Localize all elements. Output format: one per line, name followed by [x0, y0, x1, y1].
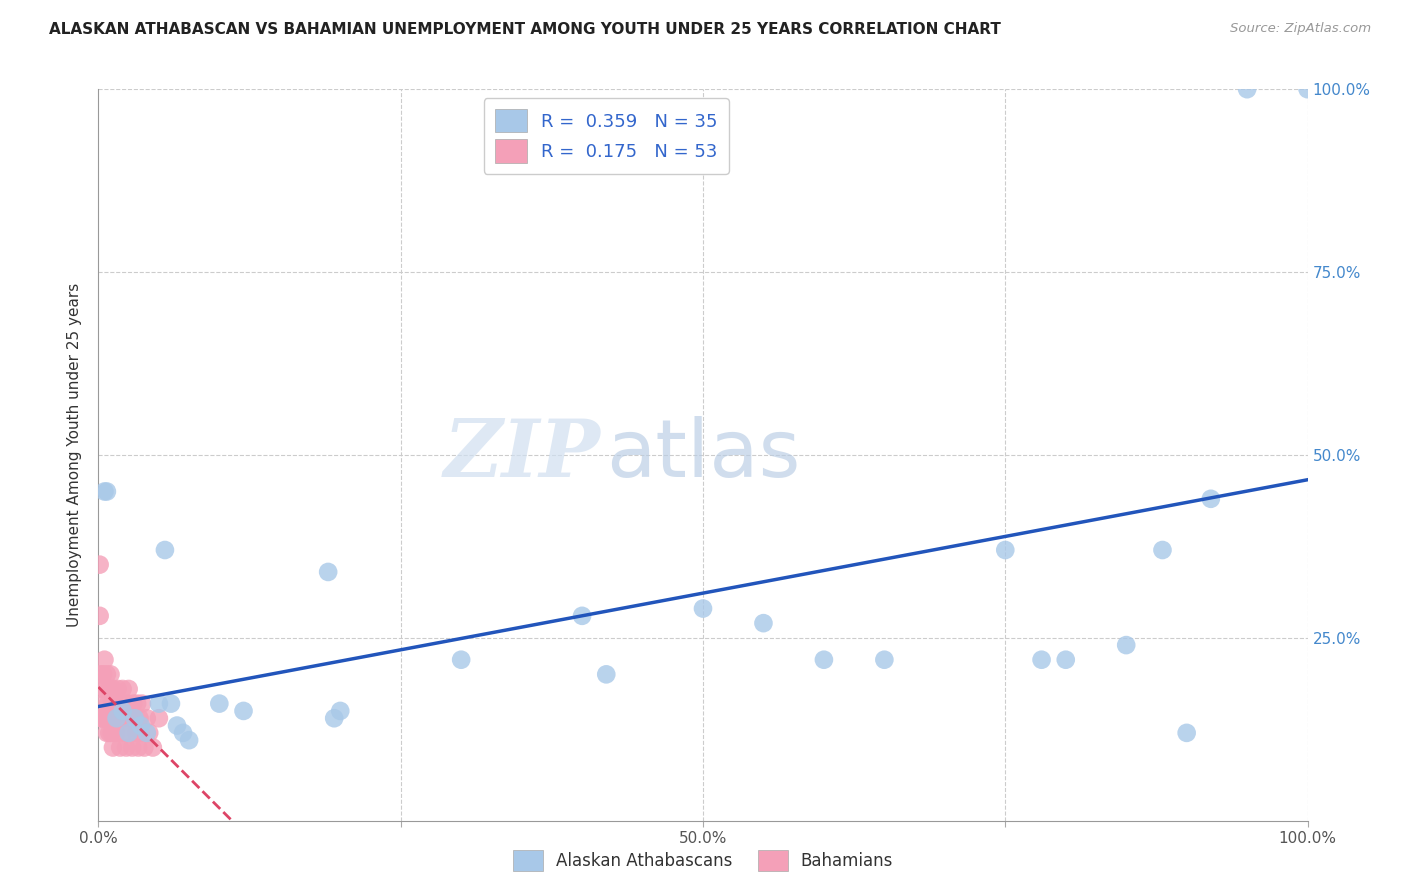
Point	[122, 697, 145, 711]
Point	[89, 608, 111, 623]
Point	[111, 681, 134, 696]
Point	[101, 681, 124, 696]
Point	[111, 704, 134, 718]
Point	[89, 558, 111, 572]
Point	[118, 726, 141, 740]
Point	[595, 667, 617, 681]
Point	[127, 740, 149, 755]
Point	[131, 697, 153, 711]
Point	[97, 711, 120, 725]
Point	[91, 667, 114, 681]
Point	[125, 726, 148, 740]
Point	[91, 681, 114, 696]
Point	[571, 608, 593, 623]
Point	[96, 726, 118, 740]
Point	[108, 711, 131, 725]
Point	[96, 667, 118, 681]
Point	[91, 711, 114, 725]
Point	[1236, 82, 1258, 96]
Point	[96, 484, 118, 499]
Point	[1199, 491, 1222, 506]
Point	[100, 726, 122, 740]
Point	[120, 711, 142, 725]
Y-axis label: Unemployment Among Youth under 25 years: Unemployment Among Youth under 25 years	[67, 283, 83, 627]
Point	[1296, 82, 1319, 96]
Point	[153, 543, 176, 558]
Point	[101, 740, 124, 755]
Legend: Alaskan Athabascans, Bahamians: Alaskan Athabascans, Bahamians	[506, 844, 900, 878]
Point	[138, 726, 160, 740]
Point	[110, 697, 132, 711]
Text: ZIP: ZIP	[443, 417, 600, 493]
Point	[1115, 638, 1137, 652]
Point	[135, 711, 157, 725]
Point	[124, 711, 146, 725]
Point	[118, 726, 141, 740]
Point	[450, 653, 472, 667]
Point	[142, 740, 165, 755]
Point	[118, 681, 141, 696]
Point	[94, 681, 117, 696]
Point	[1054, 653, 1077, 667]
Point	[208, 697, 231, 711]
Point	[121, 740, 143, 755]
Point	[93, 484, 115, 499]
Point	[90, 711, 112, 725]
Point	[323, 711, 346, 725]
Point	[100, 697, 122, 711]
Point	[90, 667, 112, 681]
Point	[117, 697, 139, 711]
Point	[107, 681, 129, 696]
Point	[108, 740, 131, 755]
Point	[98, 726, 121, 740]
Point	[93, 697, 115, 711]
Point	[135, 726, 157, 740]
Point	[105, 726, 128, 740]
Point	[104, 697, 127, 711]
Point	[166, 718, 188, 732]
Point	[160, 697, 183, 711]
Point	[1031, 653, 1053, 667]
Point	[172, 726, 194, 740]
Point	[752, 616, 775, 631]
Point	[97, 697, 120, 711]
Point	[873, 653, 896, 667]
Point	[129, 726, 152, 740]
Point	[129, 718, 152, 732]
Point	[1175, 726, 1198, 740]
Point	[94, 711, 117, 725]
Point	[148, 711, 170, 725]
Point	[316, 565, 339, 579]
Point	[98, 681, 121, 696]
Point	[115, 740, 138, 755]
Text: atlas: atlas	[606, 416, 800, 494]
Point	[114, 711, 136, 725]
Text: ALASKAN ATHABASCAN VS BAHAMIAN UNEMPLOYMENT AMONG YOUTH UNDER 25 YEARS CORRELATI: ALASKAN ATHABASCAN VS BAHAMIAN UNEMPLOYM…	[49, 22, 1001, 37]
Point	[100, 711, 122, 725]
Point	[100, 667, 122, 681]
Point	[134, 740, 156, 755]
Point	[112, 726, 135, 740]
Point	[103, 711, 125, 725]
Point	[1152, 543, 1174, 558]
Point	[148, 697, 170, 711]
Point	[994, 543, 1017, 558]
Point	[813, 653, 835, 667]
Point	[232, 704, 254, 718]
Point	[692, 601, 714, 615]
Point	[329, 704, 352, 718]
Point	[91, 711, 114, 725]
Point	[124, 711, 146, 725]
Point	[127, 697, 149, 711]
Point	[105, 711, 128, 725]
Point	[179, 733, 201, 747]
Text: Source: ZipAtlas.com: Source: ZipAtlas.com	[1230, 22, 1371, 36]
Point	[128, 711, 150, 725]
Point	[93, 653, 115, 667]
